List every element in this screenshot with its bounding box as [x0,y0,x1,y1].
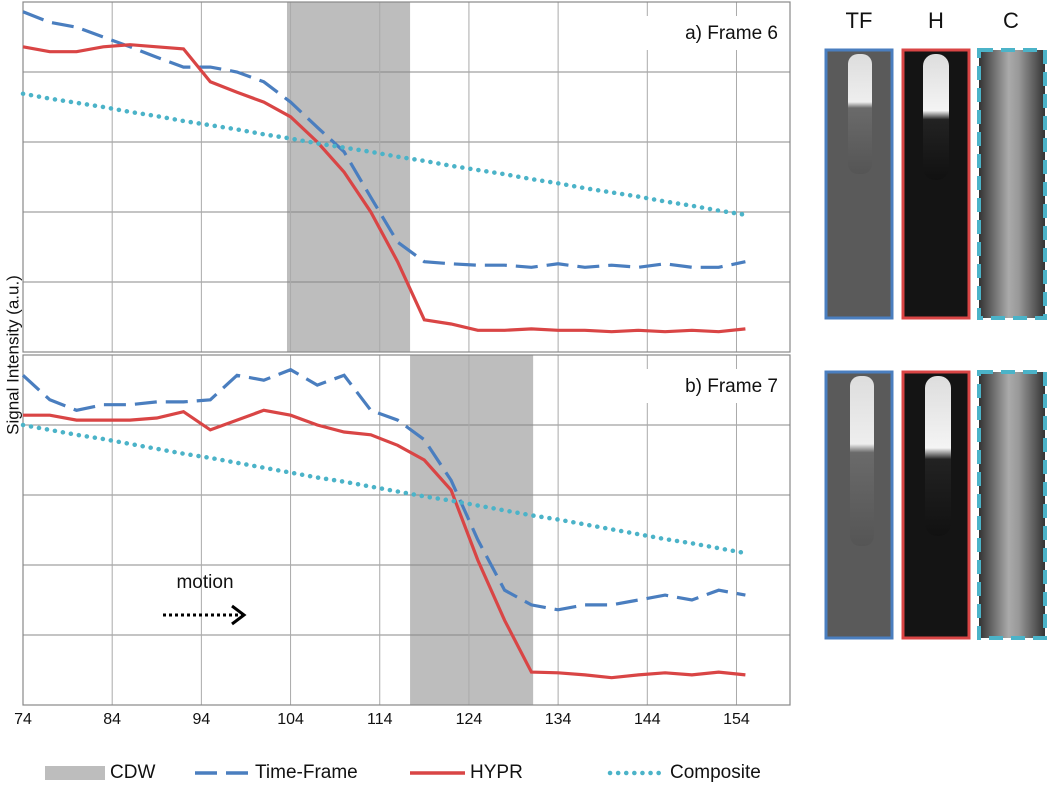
legend-label: Time-Frame [255,762,358,783]
thumb-streak [925,376,951,536]
thumb-streak [848,54,872,174]
thumb-row [824,48,1047,320]
x-tick-label: 114 [367,711,393,728]
cdw-region [410,355,534,705]
thumb-streak [923,54,949,180]
panel-frame [22,354,791,706]
thumbnails: TF H C [824,8,1047,640]
legend-label: HYPR [470,762,523,783]
x-tick-label: 104 [277,711,304,728]
thumb-label: H [928,8,944,33]
panel-title-bg [640,369,785,403]
x-tick-label: 154 [723,711,750,728]
x-tick-label: 74 [14,711,32,728]
series-line [20,422,748,556]
panel-title-bg [640,16,785,50]
x-tick-label: 94 [192,711,210,728]
thumb-label: C [1003,8,1019,33]
y-axis-label: Signal Intensity (a.u.) [3,275,22,435]
x-tick-label: 134 [545,711,572,728]
thumb-c [977,370,1047,640]
panel-frame [22,1,791,353]
legend-swatch [45,766,105,780]
thumb-c [977,48,1047,320]
x-tick-label: 144 [634,711,661,728]
x-tick-label: 84 [103,711,121,728]
legend-label: CDW [110,762,155,783]
panel-title: a) Frame 6 [685,23,778,44]
legend-label: Composite [670,762,761,783]
thumb-label: TF [846,8,873,33]
annotation-arrowhead [231,604,247,626]
series-line [23,408,746,680]
series-line [21,367,746,612]
x-tick-label: 124 [456,711,483,728]
series-line [22,43,746,334]
thumb-row [824,370,1047,640]
thumb-streak [850,376,874,546]
series-line [20,91,748,218]
annotation: motion [176,572,233,593]
panel-title: b) Frame 7 [685,376,778,397]
series-line [22,10,746,269]
